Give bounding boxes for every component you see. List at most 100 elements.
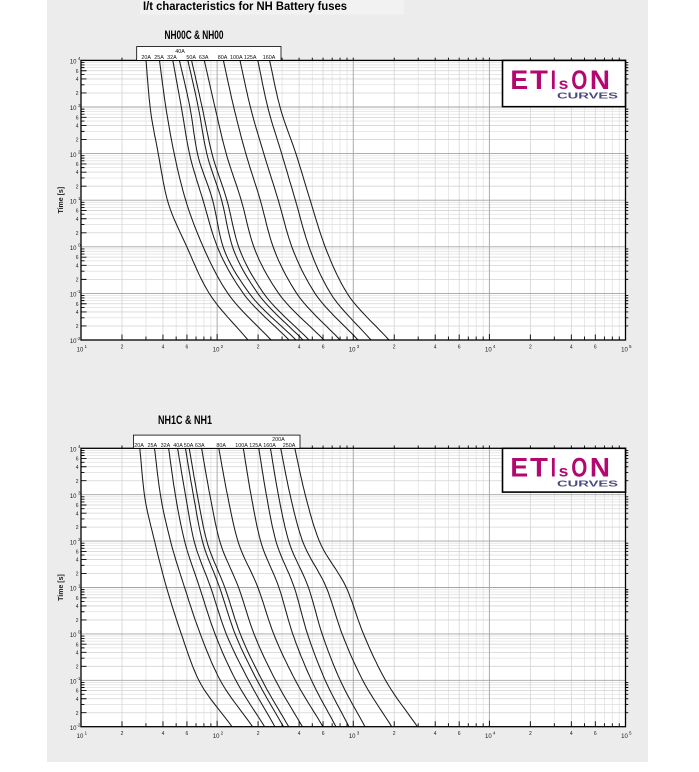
svg-text:I: I xyxy=(551,453,556,483)
svg-text:6: 6 xyxy=(76,503,79,509)
svg-text:4: 4 xyxy=(493,731,496,736)
svg-text:N: N xyxy=(590,453,610,483)
svg-text:4: 4 xyxy=(76,263,79,269)
svg-text:250A: 250A xyxy=(283,443,296,449)
svg-text:10: 10 xyxy=(70,680,77,686)
svg-text:6: 6 xyxy=(458,345,461,351)
svg-text:O: O xyxy=(571,65,587,95)
svg-text:2: 2 xyxy=(76,138,79,144)
svg-text:6: 6 xyxy=(186,731,189,737)
svg-text:4: 4 xyxy=(570,345,573,351)
svg-text:160A: 160A xyxy=(263,443,276,449)
svg-text:T: T xyxy=(530,65,548,95)
svg-text:2: 2 xyxy=(76,231,79,237)
svg-text:4: 4 xyxy=(298,345,301,351)
svg-text:10: 10 xyxy=(70,494,77,500)
svg-text:10: 10 xyxy=(77,734,84,740)
svg-text:2: 2 xyxy=(76,572,79,578)
svg-text:10: 10 xyxy=(70,448,77,454)
svg-text:125A: 125A xyxy=(244,55,257,61)
svg-text:2: 2 xyxy=(78,149,81,154)
svg-text:2: 2 xyxy=(121,731,124,737)
svg-text:6: 6 xyxy=(76,550,79,556)
svg-text:6: 6 xyxy=(76,689,79,695)
svg-text:2: 2 xyxy=(121,345,124,351)
svg-text:4: 4 xyxy=(76,511,79,517)
svg-text:4: 4 xyxy=(76,465,79,471)
svg-text:10: 10 xyxy=(485,734,492,740)
svg-text:10: 10 xyxy=(213,348,220,354)
svg-text:4: 4 xyxy=(76,651,79,657)
svg-text:N: N xyxy=(590,65,610,95)
svg-text:10: 10 xyxy=(70,540,77,546)
svg-text:32A: 32A xyxy=(167,55,177,61)
svg-text:1: 1 xyxy=(78,583,81,588)
svg-text:6: 6 xyxy=(76,209,79,215)
svg-text:2: 2 xyxy=(78,537,81,542)
svg-text:4: 4 xyxy=(76,697,79,703)
svg-text:25A: 25A xyxy=(154,55,164,61)
svg-text:50A: 50A xyxy=(184,443,194,449)
svg-text:2: 2 xyxy=(529,731,532,737)
svg-text:2: 2 xyxy=(76,525,79,531)
svg-text:100A: 100A xyxy=(230,55,243,61)
svg-text:2: 2 xyxy=(257,731,260,737)
svg-text:2: 2 xyxy=(221,344,224,349)
svg-text:63A: 63A xyxy=(199,55,209,61)
svg-text:4: 4 xyxy=(76,604,79,610)
svg-text:160A: 160A xyxy=(263,55,276,61)
svg-text:2: 2 xyxy=(76,184,79,190)
svg-text:6: 6 xyxy=(594,731,597,737)
svg-text:80A: 80A xyxy=(216,443,226,449)
svg-text:80A: 80A xyxy=(218,55,228,61)
svg-text:4: 4 xyxy=(493,344,496,349)
svg-text:2: 2 xyxy=(393,345,396,351)
svg-text:6: 6 xyxy=(76,162,79,168)
svg-text:NH00C & NH00: NH00C & NH00 xyxy=(165,30,224,42)
svg-text:6: 6 xyxy=(76,457,79,463)
svg-text:2: 2 xyxy=(76,711,79,717)
svg-text:40A: 40A xyxy=(173,443,183,449)
svg-text:-1: -1 xyxy=(76,676,81,681)
svg-text:32A: 32A xyxy=(161,443,171,449)
svg-text:10: 10 xyxy=(70,106,77,112)
svg-text:2: 2 xyxy=(76,324,79,330)
svg-text:10: 10 xyxy=(349,348,356,354)
svg-text:4: 4 xyxy=(434,731,437,737)
svg-text:2: 2 xyxy=(76,618,79,624)
svg-text:2: 2 xyxy=(76,479,79,485)
svg-text:I: I xyxy=(551,65,556,95)
svg-text:4: 4 xyxy=(434,345,437,351)
svg-text:-2: -2 xyxy=(76,336,81,341)
svg-text:10: 10 xyxy=(70,726,77,732)
svg-text:s: s xyxy=(559,464,569,481)
svg-text:4: 4 xyxy=(76,310,79,316)
svg-text:E: E xyxy=(510,453,528,483)
svg-text:6: 6 xyxy=(322,731,325,737)
svg-text:-2: -2 xyxy=(76,723,81,728)
svg-text:5: 5 xyxy=(629,731,632,736)
svg-text:20A: 20A xyxy=(141,55,151,61)
svg-text:4: 4 xyxy=(76,124,79,130)
svg-text:4: 4 xyxy=(76,77,79,83)
svg-text:10: 10 xyxy=(70,293,77,299)
svg-text:4: 4 xyxy=(76,170,79,176)
svg-text:0: 0 xyxy=(78,243,81,248)
svg-text:1: 1 xyxy=(85,344,88,349)
svg-text:4: 4 xyxy=(162,731,165,737)
svg-text:10: 10 xyxy=(485,348,492,354)
svg-text:1: 1 xyxy=(78,196,81,201)
svg-text:E: E xyxy=(510,65,528,95)
svg-text:6: 6 xyxy=(186,345,189,351)
svg-text:10: 10 xyxy=(70,246,77,252)
svg-text:4: 4 xyxy=(76,217,79,223)
svg-text:10: 10 xyxy=(70,60,77,66)
svg-text:6: 6 xyxy=(458,731,461,737)
svg-text:s: s xyxy=(559,76,569,93)
svg-text:10: 10 xyxy=(213,734,220,740)
svg-text:6: 6 xyxy=(76,255,79,261)
svg-text:2: 2 xyxy=(221,731,224,736)
svg-text:63A: 63A xyxy=(195,443,205,449)
svg-text:10: 10 xyxy=(70,633,77,639)
svg-text:20A: 20A xyxy=(134,443,144,449)
